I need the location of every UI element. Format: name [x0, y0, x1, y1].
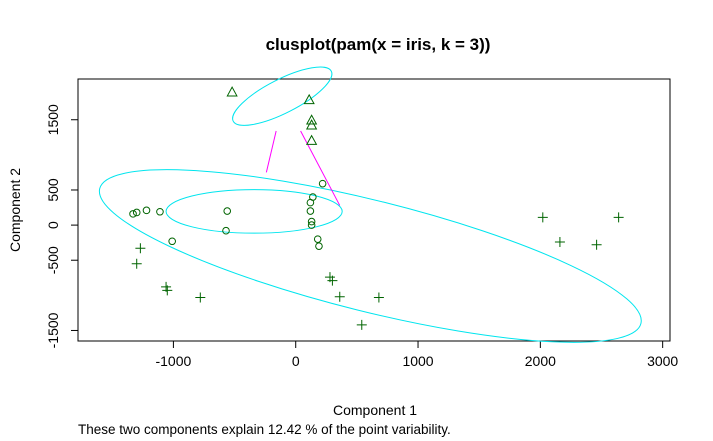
x-axis: -1000 0 1000 2000 3000 — [155, 340, 678, 369]
data-point-circle — [222, 226, 230, 235]
data-point-circle — [129, 210, 137, 218]
cluster-ellipse-3 — [98, 169, 642, 343]
y-axis: -1500 -500 0 500 1500 — [45, 104, 79, 348]
data-point-circle — [307, 217, 316, 226]
data-point-circle — [313, 235, 322, 243]
data-point-plus — [356, 319, 367, 330]
data-point-plus — [554, 236, 565, 247]
x-tick-label: 1000 — [402, 353, 433, 369]
data-point-circle — [307, 221, 316, 229]
data-point-triangle — [226, 86, 238, 97]
data-points — [129, 86, 624, 330]
cluster-distance-segment — [265, 130, 277, 173]
data-point-plus — [195, 292, 206, 303]
chart-title: clusplot(pam(x = iris, k = 3)) — [266, 35, 491, 54]
data-point-circle — [142, 206, 151, 215]
data-point-triangle — [303, 93, 315, 105]
data-point-plus — [591, 239, 602, 250]
variability-note: These two components explain 12.42 % of … — [78, 422, 451, 437]
data-point-circle — [168, 237, 176, 246]
data-point-circle — [306, 198, 315, 207]
data-point-plus — [135, 243, 146, 254]
cluster-ellipse-2 — [232, 66, 333, 126]
cluster-ellipse-1 — [165, 189, 343, 234]
y-tick-label: 500 — [45, 178, 61, 202]
x-tick-label: 0 — [292, 353, 300, 369]
data-point-circle — [318, 179, 327, 188]
data-point-circle — [156, 207, 164, 216]
y-tick-label: 0 — [45, 221, 61, 229]
cluster-ellipses — [98, 66, 642, 343]
x-tick-label: 3000 — [647, 353, 678, 369]
y-tick-label: -1500 — [45, 312, 61, 348]
plot-frame — [77, 78, 671, 342]
data-point-circle — [315, 242, 323, 250]
y-axis-label: Component 2 — [7, 168, 23, 252]
y-tick-label: -500 — [45, 246, 61, 274]
cluster-segments — [265, 130, 341, 206]
data-point-plus — [327, 275, 338, 286]
x-axis-label: Component 1 — [333, 402, 417, 418]
x-tick-label: 2000 — [525, 353, 556, 369]
data-point-plus — [373, 292, 384, 303]
y-tick-label: 1500 — [45, 104, 61, 135]
data-point-circle — [223, 207, 232, 215]
data-point-plus — [162, 285, 173, 296]
data-point-circle — [306, 207, 315, 215]
data-point-triangle — [305, 134, 318, 145]
data-point-plus — [613, 212, 624, 223]
data-point-plus — [537, 212, 548, 223]
data-point-triangle — [305, 114, 318, 125]
data-point-plus — [131, 258, 142, 269]
x-tick-label: -1000 — [155, 353, 191, 369]
data-point-plus — [334, 291, 345, 302]
data-point-triangle — [305, 119, 318, 130]
data-point-circle — [132, 208, 141, 217]
